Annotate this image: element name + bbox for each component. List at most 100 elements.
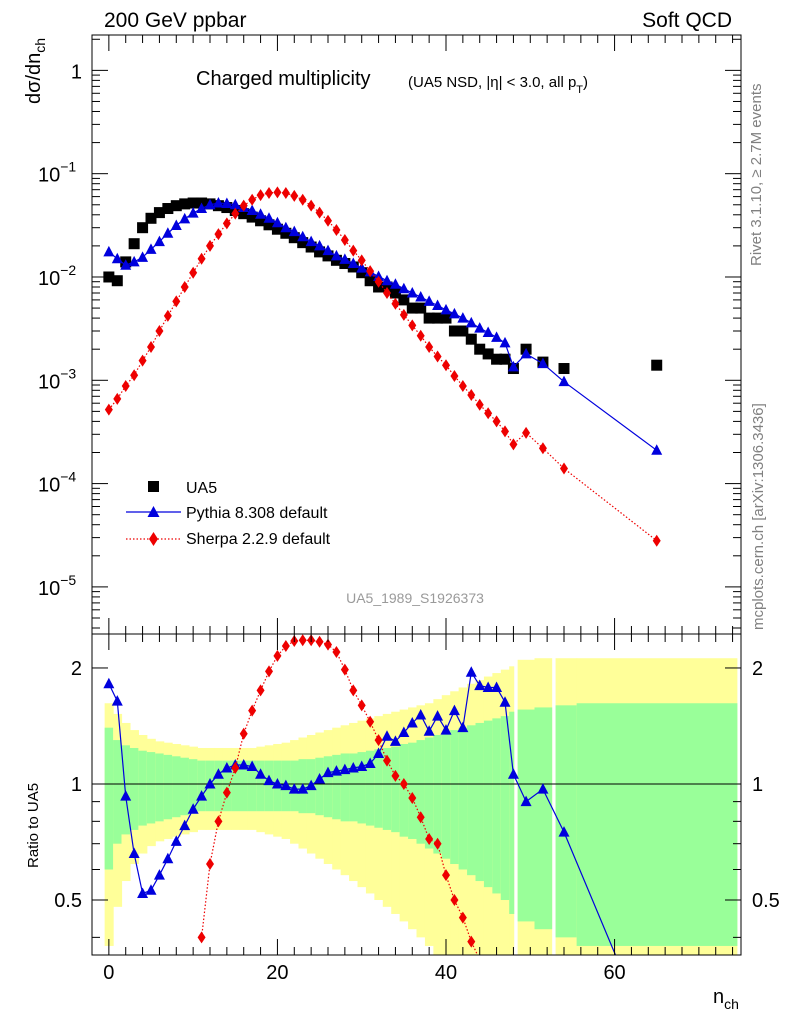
main-point-pythia [499,336,511,348]
main-point-pythia [482,326,494,338]
x-tick-label: 20 [266,962,288,984]
main-point-sherpa [425,341,434,354]
main-point-sherpa [265,187,273,200]
main-point-sherpa [222,217,231,230]
x-tick-label: 60 [603,962,625,984]
main-point-sherpa [324,214,332,227]
ratio-point-pythia [255,768,267,779]
ratio-series-pythia [103,666,617,955]
main-point-sherpa [349,244,358,257]
ratio-point-pythia [297,783,309,794]
ratio-band-inner [113,740,123,844]
legend: UA5 Pythia 8.308 default Sherpa 2.2.9 de… [126,480,331,548]
ratio-band-inner [408,742,418,839]
main-y-tick-label: 10−2 [38,262,76,290]
ratio-point-pythia [347,762,359,773]
main-point-pythia [162,227,174,238]
ratio-band-inner [450,730,460,865]
header-left-label: 200 GeV ppbar [104,9,246,32]
main-point-pythia [120,259,132,270]
ratio-point-sherpa [197,931,206,944]
ratio-point-sherpa [450,894,459,907]
main-point-pythia [170,219,182,231]
main-point-ua5 [423,312,435,324]
ratio-band-inner [155,753,165,822]
ratio-point-pythia [280,779,292,791]
ratio-point-sherpa [442,869,450,882]
ratio-point-pythia [558,826,570,837]
main-point-ua5 [271,223,283,235]
main-point-sherpa [458,380,467,393]
main-point-pythia [448,307,460,319]
ratio-point-pythia [322,766,334,778]
legend-label-sherpa: Sherpa 2.2.9 default [186,531,331,548]
main-point-sherpa [332,223,341,236]
ratio-point-sherpa [467,935,476,948]
main-point-ua5 [499,353,511,365]
main-point-ua5 [137,222,149,234]
ratio-series-sherpa [197,634,479,955]
ratio-point-sherpa [248,704,257,717]
main-point-ua5 [406,302,418,314]
ratio-point-sherpa [298,634,307,647]
ratio-point-pythia [415,709,427,720]
main-point-sherpa [315,206,324,219]
legend-label-pythia: Pythia 8.308 default [186,505,328,522]
main-point-ua5 [111,275,123,287]
main-point-sherpa [121,380,130,393]
main-point-ua5 [491,353,503,365]
main-point-ua5 [364,275,376,287]
main-point-ua5 [128,238,140,250]
ratio-band-inner [441,732,451,859]
legend-marker-sherpa [149,532,158,546]
ratio-point-pythia [187,803,199,814]
ratio-point-pythia [356,760,368,772]
main-point-ua5 [153,207,165,219]
ratio-point-pythia [507,768,519,779]
main-point-ua5 [145,212,157,224]
main-point-pythia [398,282,410,294]
main-point-sherpa [399,308,408,321]
ratio-point-pythia [364,757,376,769]
main-point-sherpa [340,234,349,247]
ratio-point-sherpa [332,646,341,659]
main-point-ua5 [432,312,444,324]
ratio-band-inner [399,743,409,837]
main-point-ua5 [170,200,182,212]
main-point-ua5 [440,312,452,324]
main-point-sherpa [442,359,450,372]
ratio-point-pythia [482,681,494,692]
x-axis-label: nch [713,986,739,1012]
main-point-pythia [457,312,469,323]
main-point-ua5 [448,325,460,337]
ratio-y-tick-label-right: 1 [752,774,763,796]
main-point-sherpa [231,207,240,220]
ratio-band-inner [475,722,485,882]
ratio-point-pythia [491,681,503,692]
ratio-point-pythia [196,790,208,801]
main-point-ua5 [474,343,486,355]
main-point-pythia [322,244,334,256]
main-point-pythia [389,278,401,289]
ratio-point-sherpa [349,684,358,697]
main-point-sherpa [197,252,206,265]
ratio-band-inner [138,750,148,826]
main-point-sherpa [391,297,400,310]
main-point-pythia [288,225,300,237]
main-point-sherpa [374,275,383,288]
main-point-sherpa [147,341,155,354]
main-point-sherpa [104,403,113,416]
main-point-pythia [196,202,208,214]
main-point-pythia [558,375,570,387]
main-point-pythia [221,197,233,208]
main-point-sherpa [475,398,484,411]
main-point-pythia [491,331,503,342]
main-point-ua5 [558,363,570,375]
main-point-ua5 [263,219,275,231]
ratio-point-sherpa [399,777,408,790]
ratio-point-sherpa [231,762,240,775]
legend-label-ua5: UA5 [186,480,217,497]
main-point-sherpa [492,415,501,428]
ratio-band-inner [391,746,401,833]
ratio-band-inner [222,760,232,812]
